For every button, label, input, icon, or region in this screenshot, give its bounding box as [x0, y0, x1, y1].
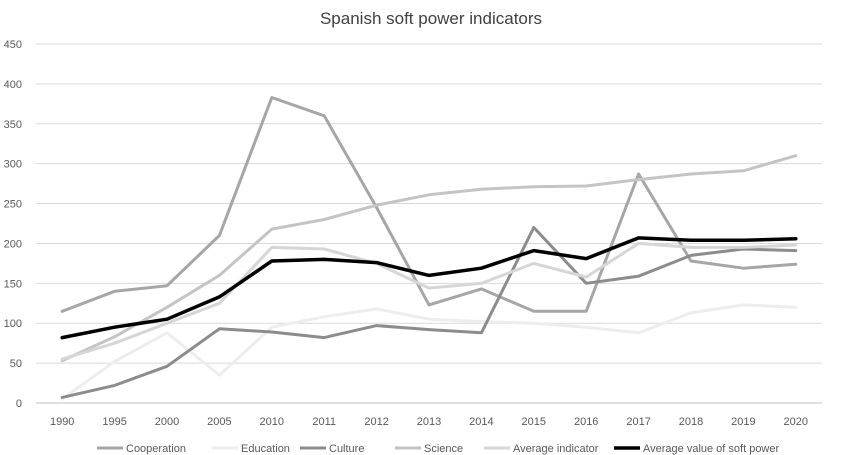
y-tick-label: 50	[10, 358, 22, 370]
series-line-cooperation	[60, 96, 798, 313]
x-tick-label: 2000	[155, 416, 179, 428]
legend-label: Cooperation	[126, 443, 186, 455]
x-tick-label: 2005	[207, 416, 231, 428]
x-tick-label: 2016	[574, 416, 598, 428]
y-tick-label: 100	[4, 318, 22, 330]
x-tick-label: 2013	[417, 416, 441, 428]
legend-item: Culture	[300, 443, 364, 455]
x-tick-label: 2017	[626, 416, 650, 428]
legend-item: Science	[395, 443, 463, 455]
legend-label: Average value of soft power	[643, 443, 779, 455]
legend-label: Culture	[329, 443, 364, 455]
x-tick-label: 2010	[260, 416, 284, 428]
series-lines	[60, 96, 798, 401]
legend-label: Average indicator	[513, 443, 599, 455]
gridlines	[36, 43, 822, 404]
x-tick-label: 2019	[731, 416, 755, 428]
series-line-average-value-of-soft-power	[60, 236, 798, 340]
legend-item: Average value of soft power	[614, 443, 779, 455]
x-tick-label: 2018	[679, 416, 703, 428]
y-tick-label: 350	[4, 119, 22, 131]
y-tick-label: 450	[4, 39, 22, 51]
legend-label: Education	[241, 443, 290, 455]
series-line-culture	[60, 226, 798, 399]
series-line-science	[60, 154, 798, 363]
legend-label: Science	[424, 443, 463, 455]
y-tick-label: 0	[16, 398, 22, 410]
legend: Cooperation Education Culture Science Averag…	[97, 443, 779, 455]
x-tick-label: 1995	[102, 416, 126, 428]
x-tick-label: 2015	[522, 416, 546, 428]
x-axis-ticks: 1990 1995 2000 2005 2010 2011 2012 2013 2014 2015…	[50, 416, 808, 428]
legend-item: Average indicator	[484, 443, 599, 455]
legend-item: Education	[212, 443, 290, 455]
y-tick-label: 250	[4, 199, 22, 211]
y-tick-label: 200	[4, 238, 22, 250]
legend-item: Cooperation	[97, 443, 186, 455]
x-tick-label: 2020	[784, 416, 808, 428]
y-tick-label: 150	[4, 278, 22, 290]
y-axis-ticks: 0 50 100 150 200 250 300 350 400 450	[4, 39, 22, 410]
x-tick-label: 1990	[50, 416, 74, 428]
x-tick-label: 2012	[364, 416, 388, 428]
chart-title: Spanish soft power indicators	[320, 9, 542, 28]
x-tick-label: 2011	[312, 416, 336, 428]
y-tick-label: 400	[4, 79, 22, 91]
y-tick-label: 300	[4, 159, 22, 171]
series-line-average-indicator	[60, 241, 798, 361]
series-line-education	[60, 303, 798, 401]
x-tick-label: 2014	[469, 416, 493, 428]
